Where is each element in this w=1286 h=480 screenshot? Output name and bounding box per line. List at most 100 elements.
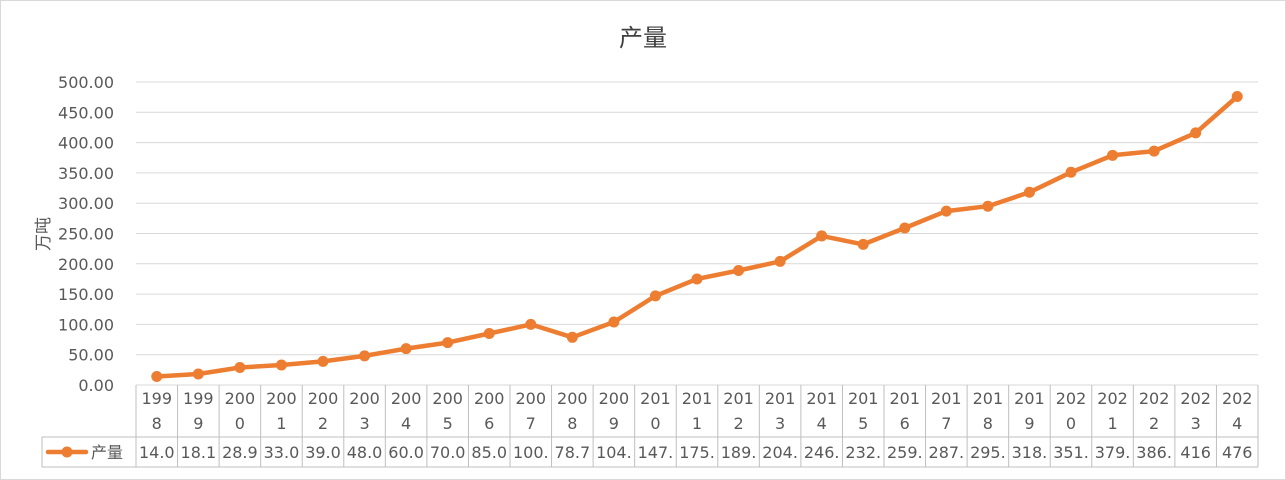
x-tick-label: 202 <box>1222 389 1253 408</box>
data-point <box>608 316 620 328</box>
data-point <box>774 255 786 267</box>
data-point <box>816 230 828 242</box>
x-tick-label: 2 <box>318 414 328 433</box>
series-layer <box>151 91 1243 383</box>
data-table-value: 379. <box>1095 443 1131 462</box>
chart-title: 产量 <box>619 24 667 52</box>
x-tick-label: 2 <box>733 414 743 433</box>
x-tick-label: 0 <box>1066 414 1076 433</box>
x-tick-label: 199 <box>142 389 173 408</box>
x-tick-label: 9 <box>193 414 203 433</box>
x-tick-label: 8 <box>567 414 577 433</box>
series-line <box>154 94 1240 379</box>
y-tick-label: 400.00 <box>58 134 114 153</box>
x-tick-label: 1 <box>1107 414 1117 433</box>
x-tick-label: 1 <box>692 414 702 433</box>
x-tick-label: 201 <box>1014 389 1045 408</box>
data-point <box>899 222 911 234</box>
y-tick-labels: 0.00 50.00 100.00 150.00 200.00 250.00 300.00 3… <box>58 73 114 395</box>
data-table-value: 189. <box>721 443 757 462</box>
y-tick-label: 150.00 <box>58 285 114 304</box>
x-tick-label: 200 <box>266 389 297 408</box>
data-table-value: 287. <box>929 443 965 462</box>
data-table-value: 33.0 <box>264 443 300 462</box>
data-table-value: 295. <box>970 443 1006 462</box>
x-tick-label: 4 <box>817 414 827 433</box>
data-point <box>275 359 287 371</box>
x-tick-label: 200 <box>474 389 505 408</box>
x-tick-label: 8 <box>983 414 993 433</box>
data-table-value: 104. <box>596 443 632 462</box>
data-table: 1998199920002001200220032004200520062007… <box>41 385 1259 468</box>
data-table-value: 78.7 <box>555 443 591 462</box>
data-table-value: 246. <box>804 443 840 462</box>
data-table-value: 60.0 <box>388 443 424 462</box>
x-tick-label: 7 <box>941 414 951 433</box>
data-table-value: 147. <box>638 443 674 462</box>
legend-marker <box>61 446 73 458</box>
x-tick-label: 200 <box>432 389 463 408</box>
x-tick-label: 1 <box>276 414 286 433</box>
y-tick-label: 100.00 <box>58 315 114 334</box>
x-tick-label: 9 <box>1024 414 1034 433</box>
x-tick-label: 199 <box>183 389 214 408</box>
data-table-value: 48.0 <box>347 443 383 462</box>
data-point <box>982 200 994 212</box>
data-point <box>442 337 454 349</box>
y-tick-label: 50.00 <box>68 346 114 365</box>
data-table-value: 476 <box>1222 443 1253 462</box>
data-point <box>1107 149 1119 161</box>
data-point <box>857 238 869 250</box>
x-tick-label: 0 <box>235 414 245 433</box>
data-table-value: 259. <box>887 443 923 462</box>
data-point <box>151 371 163 383</box>
data-table-value: 14.0 <box>139 443 175 462</box>
gridlines <box>136 81 1258 386</box>
y-tick-label: 450.00 <box>58 103 114 122</box>
data-point <box>192 368 204 380</box>
x-tick-label: 200 <box>557 389 588 408</box>
x-tick-label: 202 <box>1180 389 1211 408</box>
data-point <box>483 327 495 339</box>
y-tick-label: 500.00 <box>58 73 114 92</box>
data-table-value: 18.1 <box>181 443 217 462</box>
y-tick-label: 200.00 <box>58 255 114 274</box>
x-tick-label: 4 <box>401 414 411 433</box>
data-table-value: 175. <box>679 443 715 462</box>
x-tick-label: 201 <box>973 389 1004 408</box>
x-tick-label: 201 <box>931 389 962 408</box>
data-point <box>359 350 371 362</box>
x-tick-label: 9 <box>609 414 619 433</box>
x-tick-label: 7 <box>526 414 536 433</box>
y-axis-label: 万吨 <box>34 217 54 251</box>
x-tick-label: 201 <box>806 389 837 408</box>
data-table-value: 232. <box>845 443 881 462</box>
data-table-value: 204. <box>762 443 798 462</box>
data-point <box>1023 186 1035 198</box>
x-tick-label: 200 <box>599 389 630 408</box>
x-tick-label: 201 <box>848 389 879 408</box>
x-tick-label: 201 <box>765 389 796 408</box>
data-point <box>1148 145 1160 157</box>
data-point <box>733 264 745 276</box>
x-tick-label: 201 <box>890 389 921 408</box>
x-tick-label: 3 <box>1191 414 1201 433</box>
data-point <box>1065 166 1077 178</box>
x-tick-label: 201 <box>723 389 754 408</box>
x-tick-label: 200 <box>391 389 422 408</box>
data-point <box>940 205 952 217</box>
y-tick-label: 250.00 <box>58 225 114 244</box>
data-table-value: 85.0 <box>471 443 507 462</box>
y-tick-label: 0.00 <box>78 376 114 395</box>
x-tick-label: 5 <box>858 414 868 433</box>
data-table-value: 318. <box>1012 443 1048 462</box>
y-tick-label: 300.00 <box>58 194 114 213</box>
data-point <box>649 290 661 302</box>
x-tick-label: 200 <box>225 389 256 408</box>
x-tick-label: 8 <box>152 414 162 433</box>
data-point <box>317 355 329 367</box>
data-table-value: 351. <box>1053 443 1089 462</box>
data-point <box>691 273 703 285</box>
data-point <box>1190 127 1202 139</box>
